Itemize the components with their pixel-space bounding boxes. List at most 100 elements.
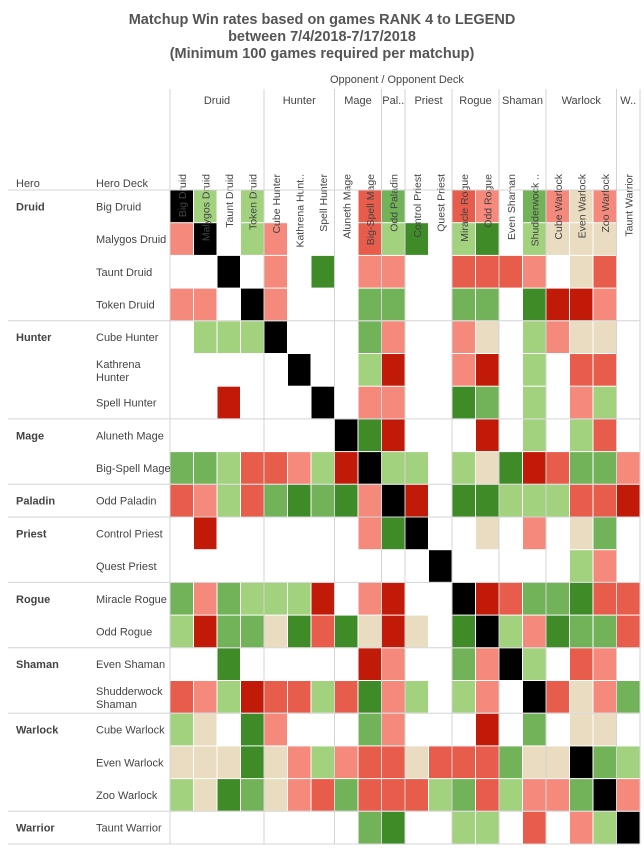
heatmap-cell xyxy=(546,484,569,517)
heatmap-cell xyxy=(405,746,428,779)
heatmap-cell xyxy=(194,452,217,484)
heatmap-cell xyxy=(264,746,287,779)
heatmap-cell xyxy=(217,681,240,713)
heatmap-cell xyxy=(452,484,475,517)
heatmap-cell xyxy=(452,223,475,255)
heatmap-cell xyxy=(335,419,358,452)
heatmap-cell xyxy=(382,354,405,386)
heatmap-cell xyxy=(476,484,499,517)
heatmap-cell xyxy=(546,321,569,353)
heatmap-cell xyxy=(170,223,193,255)
chart-title-line-1: Matchup Win rates based on games RANK 4 … xyxy=(128,12,516,28)
heatmap-cell xyxy=(194,288,217,321)
deck-label: Zoo Warlock xyxy=(96,790,158,802)
heatmap-cell xyxy=(452,354,475,386)
heatmap-cell xyxy=(170,452,193,484)
heatmap-cell xyxy=(617,779,640,811)
heatmap-cell xyxy=(335,484,358,517)
heatmap-cell xyxy=(288,354,311,386)
heatmap-cell xyxy=(241,779,264,811)
heatmap-cell xyxy=(570,321,593,353)
heatmap-cell xyxy=(593,550,616,582)
heatmap-cell xyxy=(523,615,546,648)
column-label: Taunt Warrior xyxy=(623,174,635,237)
heatmap-cell xyxy=(241,484,264,517)
deck-label: Spell Hunter xyxy=(96,398,157,410)
deck-label: Cube Warlock xyxy=(96,725,165,737)
heatmap-cell xyxy=(382,681,405,713)
heatmap-cell xyxy=(593,681,616,713)
heatmap-cell xyxy=(452,386,475,419)
hero-label: Hunter xyxy=(16,332,52,344)
heatmap-cell xyxy=(617,582,640,615)
heatmap-cell xyxy=(170,746,193,779)
heatmap-cell xyxy=(570,354,593,386)
heatmap-cell xyxy=(241,321,264,353)
column-label: Malygos Druid xyxy=(200,174,212,241)
heatmap-cell xyxy=(382,582,405,615)
heatmap-cell xyxy=(593,779,616,811)
heatmap-cell xyxy=(476,321,499,353)
hero-deck-column-header: Hero Deck xyxy=(96,178,148,190)
hero-label: Druid xyxy=(16,201,45,213)
heatmap-cell xyxy=(523,255,546,288)
heatmap-cell xyxy=(264,779,287,811)
heatmap-cell xyxy=(476,517,499,550)
heatmap-cell xyxy=(170,484,193,517)
heatmap-cell xyxy=(546,779,569,811)
deck-label: Taunt Warrior xyxy=(96,823,162,835)
heatmap-cell xyxy=(499,615,522,648)
heatmap-cell xyxy=(593,746,616,779)
column-group-label: Hunter xyxy=(283,95,316,107)
deck-label: Taunt Druid xyxy=(96,267,152,279)
heatmap-cell xyxy=(358,648,381,680)
column-group-label: W.. xyxy=(620,95,636,107)
heatmap-cell xyxy=(382,288,405,321)
heatmap-cell xyxy=(499,779,522,811)
heatmap-cell xyxy=(335,681,358,713)
heatmap-cell xyxy=(476,746,499,779)
heatmap-cell xyxy=(429,550,452,582)
heatmap-cell xyxy=(617,452,640,484)
heatmap-cell xyxy=(358,811,381,844)
heatmap-cell xyxy=(452,615,475,648)
heatmap-cell xyxy=(452,779,475,811)
heatmap-cell xyxy=(523,321,546,353)
heatmap-cell xyxy=(170,681,193,713)
heatmap-cell xyxy=(358,223,381,255)
heatmap-cell xyxy=(358,288,381,321)
deck-label: Big Druid xyxy=(96,201,141,213)
heatmap-cell xyxy=(523,811,546,844)
heatmap-cell xyxy=(523,713,546,746)
heatmap-cell xyxy=(288,779,311,811)
heatmap-cell xyxy=(476,354,499,386)
heatmap-cell xyxy=(382,713,405,746)
heatmap-cell xyxy=(593,517,616,550)
heatmap-cell xyxy=(452,321,475,353)
column-label: Quest Priest xyxy=(435,174,447,232)
heatmap-cell xyxy=(405,681,428,713)
heatmap-cell xyxy=(523,582,546,615)
heatmap-cell xyxy=(311,452,334,484)
heatmap-cell xyxy=(476,190,499,223)
heatmap-cell xyxy=(217,452,240,484)
heatmap-cell xyxy=(264,452,287,484)
heatmap-cell xyxy=(358,582,381,615)
heatmap-cell xyxy=(264,582,287,615)
heatmap-cell xyxy=(358,419,381,452)
heatmap-cell xyxy=(499,452,522,484)
heatmap-cell xyxy=(452,811,475,844)
heatmap-cell xyxy=(570,255,593,288)
heatmap-cell xyxy=(476,811,499,844)
heatmap-cell xyxy=(194,779,217,811)
heatmap-cell xyxy=(593,811,616,844)
heatmap-cell xyxy=(523,419,546,452)
heatmap-cell xyxy=(358,615,381,648)
heatmap-cell xyxy=(476,255,499,288)
heatmap-cell xyxy=(264,223,287,255)
heatmap-cell xyxy=(476,648,499,680)
column-label: Shudderwock .. xyxy=(529,174,541,246)
heatmap-cell xyxy=(335,779,358,811)
heatmap-cell xyxy=(217,615,240,648)
heatmap-cell xyxy=(499,484,522,517)
